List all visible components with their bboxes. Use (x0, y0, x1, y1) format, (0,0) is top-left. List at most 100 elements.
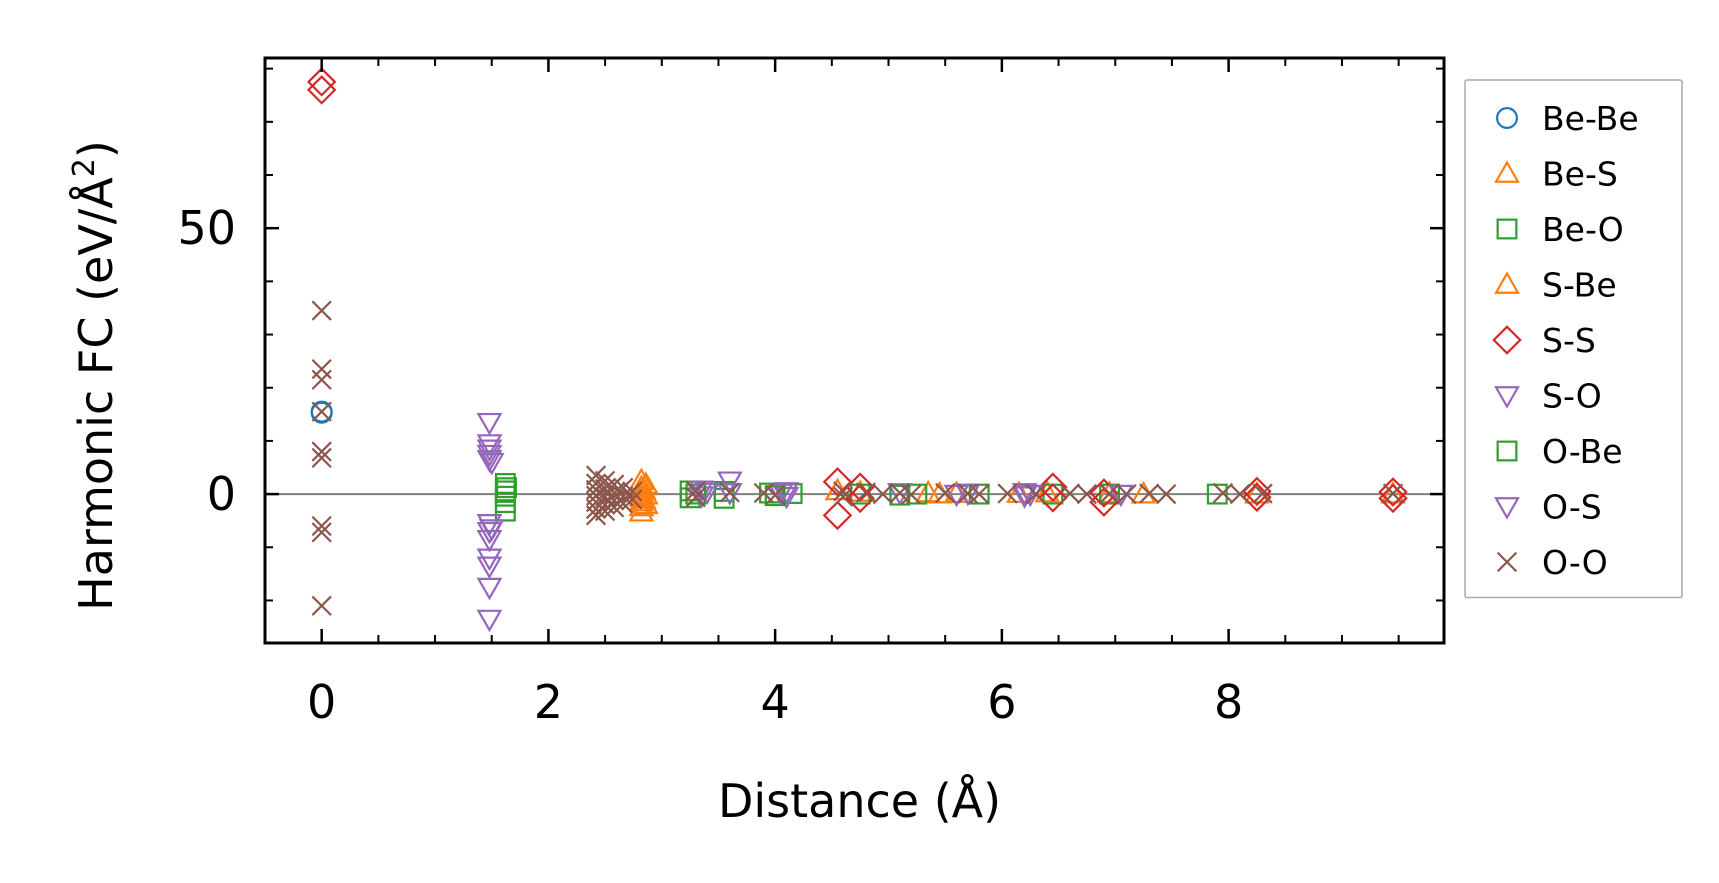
data-point (311, 447, 332, 469)
data-point (630, 476, 657, 500)
data-point (1378, 477, 1408, 507)
series-s-o (476, 412, 1134, 633)
data-point (622, 481, 643, 502)
data-point (311, 401, 332, 422)
data-point (1011, 486, 1038, 509)
data-point (716, 471, 743, 495)
data-point (1005, 480, 1032, 503)
y-axis-label-main: Harmonic FC (eV/Å (69, 177, 123, 611)
data-point (1076, 483, 1098, 505)
data-point (476, 412, 503, 436)
x-tick-label: 4 (761, 675, 790, 729)
x-tick-label: 8 (1214, 675, 1243, 729)
legend-marker (1496, 551, 1518, 573)
data-point (685, 480, 706, 502)
data-point (872, 483, 893, 505)
data-point (494, 500, 516, 522)
legend: Be-Be Be-S Be-O S-Be S-S S-O O-Be O-S O-O (1464, 79, 1683, 599)
legend-label: S-S (1542, 321, 1596, 360)
legend-entry: O-Be (1496, 432, 1623, 471)
legend-entry: O-O (1496, 543, 1608, 582)
data-point (1025, 483, 1047, 505)
legend-entry: Be-Be (1495, 99, 1639, 138)
data-point (306, 75, 337, 105)
legend-entry: Be-S (1494, 155, 1618, 194)
plot-border (263, 56, 1446, 645)
axis-ticks (264, 58, 1444, 643)
series-be-be (310, 400, 333, 424)
legend-label: Be-Be (1542, 99, 1639, 138)
legend-label: O-S (1542, 488, 1602, 527)
y-axis-label-superscript: 2 (67, 158, 102, 177)
y-axis-label: Harmonic FC (eV/Å2) (67, 140, 123, 611)
legend-marker (1496, 218, 1518, 240)
legend-entry: Be-O (1496, 210, 1624, 249)
data-point (901, 484, 922, 505)
x-axis-label: Distance (Å) (718, 774, 1001, 828)
legend-entry: S-S (1492, 321, 1596, 360)
data-point (311, 595, 332, 616)
legend-label: Be-S (1542, 155, 1618, 194)
data-point (694, 482, 721, 506)
data-point (1206, 483, 1228, 505)
data-point (1212, 482, 1234, 504)
legend-marker (1494, 497, 1520, 520)
data-point (822, 467, 853, 497)
data-point (886, 483, 913, 506)
data-point (1034, 479, 1061, 503)
data-point (310, 401, 333, 424)
data-point (1059, 483, 1081, 504)
y-tick-label: 50 (177, 201, 236, 255)
data-point (685, 487, 706, 508)
data-point (494, 473, 516, 494)
data-point (311, 515, 332, 537)
x-tick-label: 6 (987, 675, 1016, 729)
data-point (622, 489, 643, 510)
data-point (943, 484, 970, 508)
legend-marker (1494, 271, 1520, 294)
data-point (311, 358, 332, 380)
data-point (476, 556, 503, 580)
legend-entry: S-Be (1494, 266, 1617, 305)
data-point (997, 483, 1018, 504)
legend-marker (1492, 325, 1522, 355)
data-point (1156, 483, 1177, 505)
data-point (1038, 483, 1068, 513)
data-point (476, 548, 503, 572)
data-point (1382, 483, 1404, 504)
x-tick-label: 2 (534, 675, 563, 729)
data-point (311, 441, 332, 462)
data-point (476, 529, 503, 553)
data-point (822, 500, 853, 531)
data-point (478, 519, 505, 542)
data-point (833, 486, 854, 507)
legend-box (1464, 79, 1683, 599)
legend-label: Be-O (1542, 210, 1624, 249)
data-point (935, 482, 956, 504)
y-axis-label-close: ) (69, 140, 123, 158)
legend-marker (1494, 160, 1520, 183)
data-point (1099, 483, 1120, 504)
legend-label: O-Be (1542, 432, 1623, 471)
data-point (719, 482, 740, 503)
data-point (1252, 483, 1273, 504)
data-point (1038, 472, 1068, 502)
legend-label: S-O (1542, 377, 1602, 416)
data-point (1139, 483, 1160, 504)
data-point (1116, 483, 1137, 505)
legend-marker (1494, 386, 1520, 409)
legend-label: O-O (1542, 543, 1608, 582)
legend-entry: S-O (1494, 377, 1602, 416)
data-point (1229, 483, 1251, 505)
data-point (476, 609, 503, 633)
data-point (773, 482, 800, 505)
data-point (306, 67, 337, 97)
data-point (906, 483, 928, 505)
data-point (845, 483, 875, 514)
data-point (496, 477, 517, 499)
series-o-o (311, 300, 1404, 616)
data-marks (306, 67, 1408, 633)
legend-marker (1496, 440, 1518, 462)
data-point (478, 452, 505, 476)
